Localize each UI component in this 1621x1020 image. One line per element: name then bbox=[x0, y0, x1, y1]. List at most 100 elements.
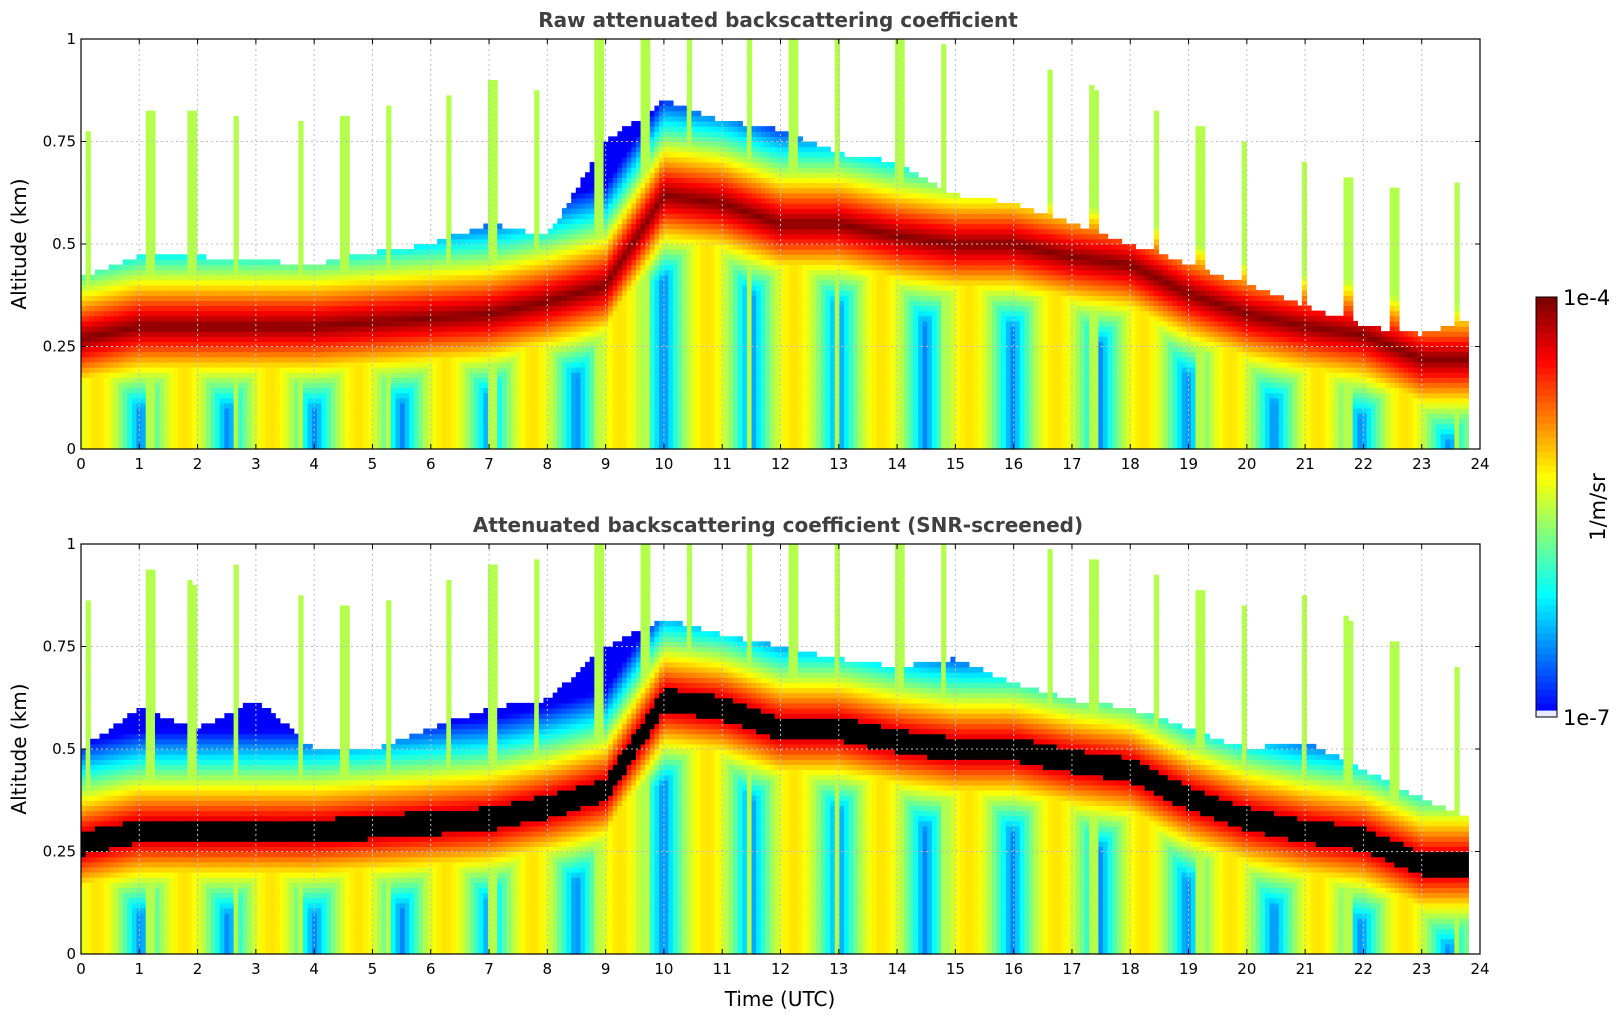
heatmap-cell bbox=[201, 382, 206, 388]
heatmap-cell bbox=[150, 295, 155, 301]
heatmap-cell bbox=[150, 352, 155, 358]
heatmap-cell bbox=[169, 434, 174, 440]
heatmap-cell bbox=[146, 367, 151, 373]
heatmap-cell bbox=[118, 295, 123, 301]
heatmap-cell bbox=[86, 398, 91, 404]
heatmap-cell bbox=[141, 423, 146, 429]
heatmap-cell bbox=[173, 388, 178, 394]
heatmap-cell bbox=[155, 439, 160, 445]
heatmap-cell bbox=[123, 388, 128, 394]
heatmap-cell bbox=[86, 198, 91, 204]
heatmap-cell bbox=[123, 393, 128, 399]
heatmap-cell bbox=[104, 367, 109, 373]
heatmap-cell bbox=[150, 249, 155, 255]
heatmap-cell bbox=[109, 280, 114, 286]
heatmap-cell bbox=[113, 429, 118, 435]
heatmap-cell bbox=[113, 393, 118, 399]
heatmap-cell bbox=[86, 162, 91, 168]
heatmap-cell bbox=[187, 382, 192, 388]
heatmap-cell bbox=[178, 403, 183, 409]
heatmap-cell bbox=[113, 275, 118, 281]
heatmap-cell bbox=[178, 316, 183, 322]
heatmap-cell bbox=[141, 270, 146, 276]
heatmap-cell bbox=[141, 367, 146, 373]
heatmap-cell bbox=[169, 429, 174, 435]
heatmap-cell bbox=[146, 362, 151, 368]
heatmap-cell bbox=[81, 393, 86, 399]
heatmap-cell bbox=[127, 403, 132, 409]
heatmap-cell bbox=[127, 367, 132, 373]
heatmap-cell bbox=[187, 188, 192, 194]
heatmap-cell bbox=[146, 152, 151, 158]
heatmap-cell bbox=[86, 316, 91, 322]
heatmap-cell bbox=[146, 398, 151, 404]
heatmap-cell bbox=[141, 362, 146, 368]
heatmap-cell bbox=[127, 300, 132, 306]
heatmap-cell bbox=[169, 254, 174, 260]
heatmap-cell bbox=[183, 393, 188, 399]
heatmap-cell bbox=[95, 285, 100, 291]
heatmap-cell bbox=[100, 290, 105, 296]
heatmap-cell bbox=[95, 367, 100, 373]
heatmap-cell bbox=[90, 372, 95, 378]
heatmap-cell bbox=[169, 398, 174, 404]
heatmap-cell bbox=[183, 270, 188, 276]
heatmap-cell bbox=[113, 280, 118, 286]
heatmap-cell bbox=[104, 439, 109, 445]
heatmap-cell bbox=[86, 285, 91, 291]
heatmap-cell bbox=[141, 316, 146, 322]
heatmap-cell bbox=[100, 393, 105, 399]
heatmap-cell bbox=[113, 439, 118, 445]
heatmap-cell bbox=[141, 280, 146, 286]
heatmap-cell bbox=[192, 265, 197, 271]
heatmap-cell bbox=[201, 434, 206, 440]
heatmap-cell bbox=[127, 429, 132, 435]
heatmap-cell bbox=[155, 311, 160, 317]
heatmap-cell bbox=[141, 382, 146, 388]
heatmap-cell bbox=[192, 152, 197, 158]
heatmap-cell bbox=[132, 331, 137, 337]
heatmap-cell bbox=[81, 439, 86, 445]
heatmap-cell bbox=[90, 316, 95, 322]
heatmap-cell bbox=[132, 285, 137, 291]
heatmap-cell bbox=[118, 388, 123, 394]
heatmap-cell bbox=[113, 321, 118, 327]
heatmap-cell bbox=[164, 316, 169, 322]
heatmap-cell bbox=[178, 280, 183, 286]
heatmap-cell bbox=[113, 357, 118, 363]
heatmap-cell bbox=[90, 398, 95, 404]
heatmap-cell bbox=[173, 434, 178, 440]
heatmap-cell bbox=[141, 403, 146, 409]
heatmap-cell bbox=[109, 306, 114, 312]
heatmap-cell bbox=[183, 300, 188, 306]
heatmap-cell bbox=[113, 403, 118, 409]
heatmap-cell bbox=[192, 331, 197, 337]
heatmap-cell bbox=[173, 423, 178, 429]
heatmap-cell bbox=[141, 352, 146, 358]
heatmap-cell bbox=[90, 290, 95, 296]
heatmap-cell bbox=[192, 229, 197, 235]
heatmap-cell bbox=[141, 377, 146, 383]
heatmap-cell bbox=[169, 403, 174, 409]
heatmap-cell bbox=[178, 439, 183, 445]
heatmap-cell bbox=[164, 265, 169, 271]
heatmap-cell bbox=[109, 316, 114, 322]
heatmap-cell bbox=[173, 398, 178, 404]
heatmap-cell bbox=[192, 362, 197, 368]
heatmap-cell bbox=[187, 254, 192, 260]
heatmap-cell bbox=[113, 306, 118, 312]
heatmap-cell bbox=[146, 347, 151, 353]
heatmap-cell bbox=[164, 280, 169, 286]
heatmap-cell bbox=[146, 259, 151, 265]
heatmap-cell bbox=[192, 403, 197, 409]
heatmap-cell bbox=[132, 352, 137, 358]
heatmap-cell bbox=[113, 398, 118, 404]
heatmap-cell bbox=[127, 398, 132, 404]
heatmap-cell bbox=[86, 254, 91, 260]
heatmap-cell bbox=[141, 336, 146, 342]
heatmap-cell bbox=[201, 398, 206, 404]
heatmap-cell bbox=[160, 316, 165, 322]
heatmap-cell bbox=[104, 434, 109, 440]
heatmap-cell bbox=[150, 131, 155, 137]
heatmap-cell bbox=[95, 362, 100, 368]
